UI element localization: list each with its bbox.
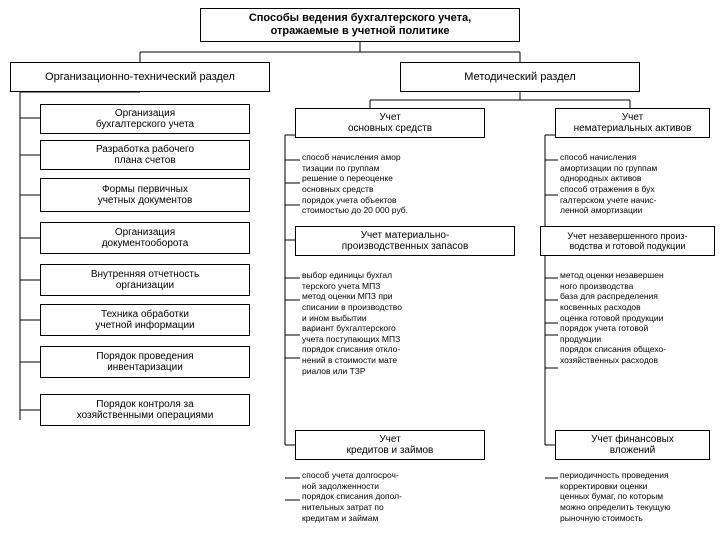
mid-h3: Учеткредитов и займов: [295, 430, 485, 460]
title-l2: отражаемые в учетной политике: [271, 25, 450, 38]
left-b2: Разработка рабочегоплана счетов: [40, 140, 250, 170]
right-bullets-2: метод оценки незавершен ного производств…: [560, 270, 720, 366]
left-b7: Порядок проведенияинвентаризации: [40, 346, 250, 378]
mid-h2: Учет материально-производственных запасо…: [295, 226, 515, 256]
left-b8: Порядок контроля захозяйственными операц…: [40, 394, 250, 426]
right-bullets-1: способ начисления амортизации по группам…: [560, 152, 715, 216]
mid-bullets-3: способ учета долгосроч- ной задолженност…: [302, 470, 502, 523]
right-h1: Учетнематериальных активов: [555, 108, 710, 138]
right-bullets-3: периодичность проведения корректировки о…: [560, 470, 720, 523]
left-b3: Формы первичныхучетных документов: [40, 178, 250, 212]
mid-bullets-1: способ начисления амор тизации по группа…: [302, 152, 502, 216]
title-box: Способы ведения бухгалтерского учета, от…: [200, 8, 520, 42]
right-h3: Учет финансовыхвложений: [555, 430, 710, 460]
left-b6: Техника обработкиучетной информации: [40, 304, 250, 336]
section-org: Организационно-технический раздел: [10, 62, 270, 92]
section-org-label: Организационно-технический раздел: [45, 71, 235, 84]
left-b1: Организациябухгалтерского учета: [40, 104, 250, 134]
right-h2: Учет незавершенного произ-водства и гото…: [540, 226, 715, 256]
section-method: Методический раздел: [400, 62, 640, 92]
mid-bullets-2: выбор единицы бухгал терского учета МПЗ …: [302, 270, 512, 376]
left-b4: Организациядокументооборота: [40, 222, 250, 254]
title-l1: Способы ведения бухгалтерского учета,: [249, 12, 471, 25]
mid-h1: Учетосновных средств: [295, 108, 485, 138]
section-method-label: Методический раздел: [464, 71, 575, 84]
left-b5: Внутренняя отчетностьорганизации: [40, 264, 250, 296]
